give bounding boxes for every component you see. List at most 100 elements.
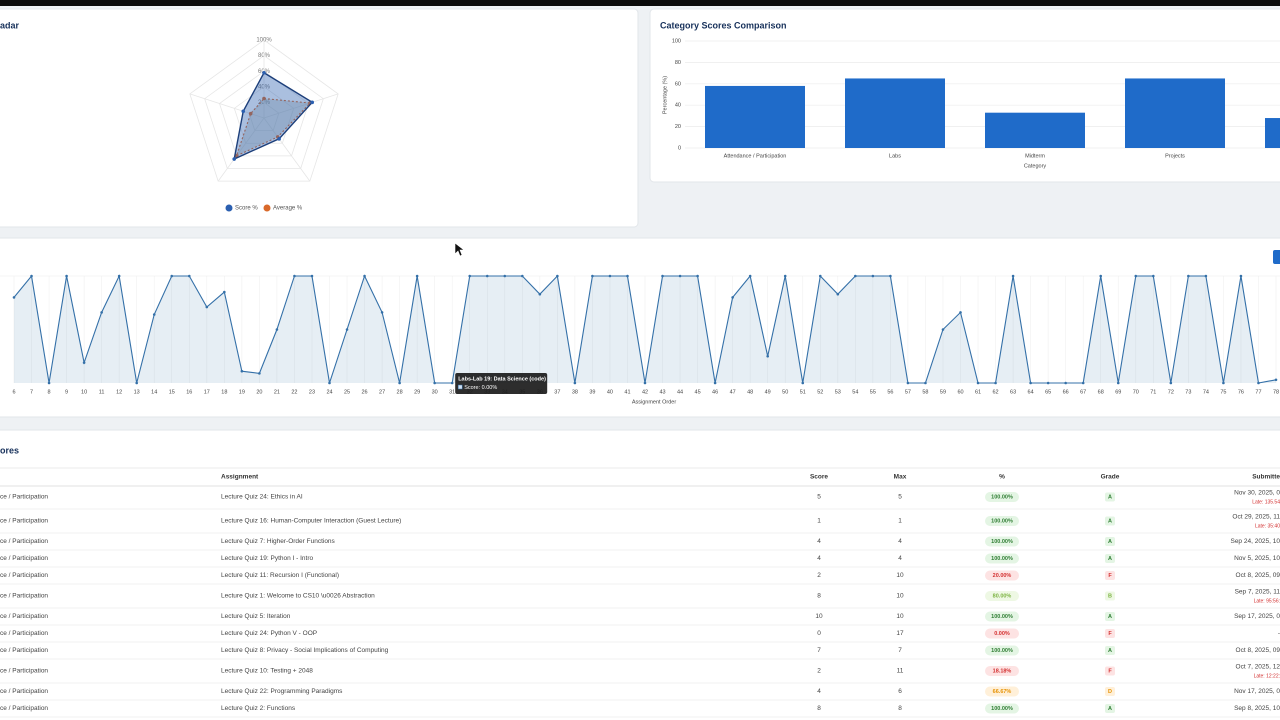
cell-category: ce / Participation <box>0 518 48 525</box>
button[interactable] <box>1273 250 1280 264</box>
cell-category: ce / Participation <box>0 630 48 637</box>
grade-badge <box>1105 492 1115 502</box>
line-point <box>258 372 261 375</box>
cell-score: 4 <box>817 538 821 545</box>
x-tick-label: 9 <box>65 389 68 395</box>
line-point <box>608 274 612 278</box>
grid-ring <box>219 70 309 157</box>
x-tick-label: 69 <box>1115 389 1121 395</box>
cell-assignment: Lecture Quiz 24: Python V - OOP <box>221 630 317 637</box>
cell-grade: A <box>1108 556 1112 562</box>
cell-grade: F <box>1108 573 1112 579</box>
line-point <box>643 381 647 385</box>
cell-assignment: Lecture Quiz 16: Human-Computer Interact… <box>221 518 401 525</box>
line-point <box>713 381 717 385</box>
line-point <box>959 311 962 314</box>
line-point <box>170 274 174 278</box>
x-tick-label: 28 <box>397 389 403 395</box>
line-point <box>801 381 805 385</box>
cell-max: 7 <box>898 647 902 654</box>
radar-card <box>0 8 639 228</box>
cell-percent: 66.67% <box>993 689 1012 695</box>
line-point <box>345 328 349 331</box>
cell-percent: 100.00% <box>991 556 1013 562</box>
line-point <box>556 274 559 278</box>
percent-pill <box>985 591 1019 601</box>
line-point <box>1152 274 1155 278</box>
x-tick-label: 27 <box>379 389 385 395</box>
cell-submitted: Oct 7, 2025, 12 <box>1236 664 1280 671</box>
cell-assignment: Lecture Quiz 2: Functions <box>221 705 296 712</box>
line-point <box>1222 381 1225 385</box>
cell-submitted: Nov 5, 2025, 10 <box>1234 555 1280 562</box>
x-tick-label: 53 <box>835 389 841 395</box>
grid-ring <box>189 39 339 182</box>
x-axis-label: Assignment Order <box>632 399 676 405</box>
cell-score: 2 <box>817 572 821 579</box>
x-tick-label: 52 <box>817 389 823 395</box>
radar-area <box>235 97 312 157</box>
spoke <box>263 93 339 119</box>
x-tick-label: 25 <box>344 389 350 395</box>
cell-max: 5 <box>898 494 902 501</box>
line-point <box>538 292 542 296</box>
grade-badge <box>1105 646 1115 655</box>
cell-score: 5 <box>817 494 821 501</box>
x-tick-label: 38 <box>572 389 578 395</box>
x-tick-label: 29 <box>414 389 420 395</box>
legend-label: Score % <box>235 206 258 212</box>
line-point <box>1046 381 1050 385</box>
cell-score: 10 <box>815 613 823 620</box>
cell-category: ce / Participation <box>0 668 48 675</box>
line-point <box>924 381 927 385</box>
cell-percent: 100.00% <box>991 518 1013 524</box>
x-tick-label: 6 <box>12 389 15 395</box>
x-tick-label: 61 <box>975 389 981 395</box>
cell-max: 1 <box>898 518 902 525</box>
cell-score: 0 <box>817 630 821 637</box>
grade-badge <box>1105 516 1115 526</box>
line-point <box>152 313 156 316</box>
cell-assignment: Lecture Quiz 22: Programming Paradigms <box>221 688 343 695</box>
line-point <box>994 381 997 385</box>
x-tick-label: 56 <box>887 389 893 395</box>
x-tick-label: 22 <box>291 389 297 395</box>
cell-score: 4 <box>817 688 821 695</box>
column-header: Score <box>810 474 828 481</box>
x-tick-label: 46 <box>712 389 718 395</box>
tooltip-text: Score: 0.00% <box>464 385 497 391</box>
cell-score: 8 <box>817 593 821 600</box>
y-tick-label: 100 <box>672 38 681 44</box>
line-point <box>293 274 296 278</box>
line-point <box>135 381 138 385</box>
tooltip-box <box>455 373 548 394</box>
line-point <box>854 274 857 278</box>
line-point <box>205 305 209 309</box>
legend-swatch <box>263 204 271 212</box>
percent-pill <box>985 553 1019 564</box>
x-tick-label: 65 <box>1045 389 1051 395</box>
y-tick-label: 80 <box>675 60 681 66</box>
line-point <box>818 274 822 278</box>
line-point <box>678 274 682 278</box>
cell-grade: A <box>1108 539 1112 545</box>
line-point <box>1257 381 1260 385</box>
cell-assignment: Lecture Quiz 8: Privacy - Social Implica… <box>221 647 389 654</box>
percent-pill <box>985 686 1019 697</box>
column-header: Max <box>894 474 907 481</box>
grade-badge <box>1105 571 1115 580</box>
line-card <box>0 237 1280 418</box>
x-tick-label: 47 <box>730 389 736 395</box>
cell-grade: A <box>1108 614 1112 620</box>
y-tick-label: 60 <box>675 81 681 87</box>
line-point <box>1169 381 1173 385</box>
line-point <box>398 381 401 385</box>
cell-submitted: Oct 29, 2025, 11 <box>1232 514 1280 521</box>
x-tick-label: 78 <box>1273 389 1279 395</box>
line-point <box>783 274 787 278</box>
x-tick-label: 63 <box>1010 389 1016 395</box>
line-point <box>82 361 86 364</box>
cell-max: 10 <box>896 593 904 600</box>
line-point <box>1204 274 1208 278</box>
x-tick-label: 19 <box>239 389 245 395</box>
